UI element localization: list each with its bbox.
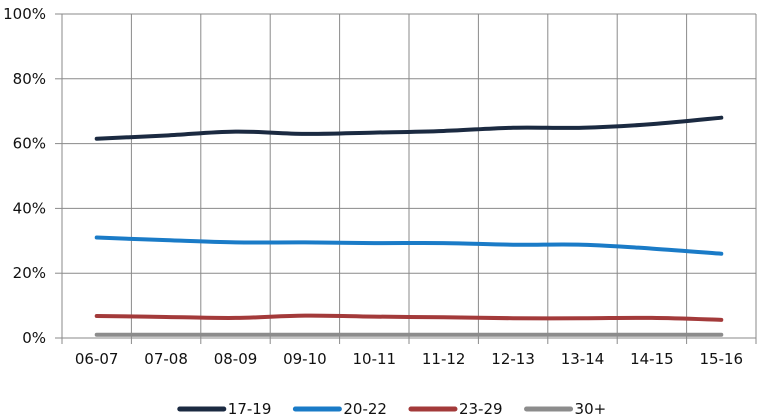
x-tick-label: 10-11 — [353, 350, 397, 368]
grid — [61, 13, 757, 338]
legend: 17-19 20-22 23-29 30+ — [177, 400, 607, 418]
y-tick-label: 40% — [13, 199, 46, 217]
legend-item-23-29: 23-29 — [408, 400, 503, 418]
x-tick-label: 07-08 — [144, 350, 188, 368]
series-line-20-22 — [94, 235, 724, 256]
x-tick-label: 14-15 — [630, 350, 674, 368]
series-line-17-19 — [94, 115, 724, 141]
y-tick-label: 0% — [22, 329, 46, 347]
y-tick-label: 60% — [13, 135, 46, 153]
legend-item-17-19: 17-19 — [177, 400, 272, 418]
x-tick-label: 08-09 — [214, 350, 258, 368]
legend-item-30-: 30+ — [524, 400, 607, 418]
legend-label: 17-19 — [228, 400, 272, 418]
legend-label: 30+ — [575, 400, 607, 418]
x-tick-labels: 06-07 07-08 08-09 09-10 10-11 11-12 12-13 13-14… — [75, 350, 743, 368]
x-tick-label: 11-12 — [422, 350, 466, 368]
x-tick-label: 06-07 — [75, 350, 119, 368]
legend-label: 23-29 — [459, 400, 503, 418]
series-lines — [94, 115, 724, 337]
y-tick-label: 80% — [13, 70, 46, 88]
legend-item-20-22: 20-22 — [292, 400, 387, 418]
legend-label: 20-22 — [343, 400, 387, 418]
y-tick-label: 20% — [13, 264, 46, 282]
axes — [55, 13, 757, 344]
y-tick-labels: 0% 20% 40% 60% 80% 100% — [3, 5, 46, 347]
x-tick-label: 15-16 — [700, 350, 744, 368]
x-tick-label: 12-13 — [491, 350, 535, 368]
x-tick-label: 09-10 — [283, 350, 327, 368]
y-tick-label: 100% — [3, 5, 46, 23]
series-line-23-29 — [94, 313, 724, 322]
x-tick-label: 13-14 — [561, 350, 605, 368]
